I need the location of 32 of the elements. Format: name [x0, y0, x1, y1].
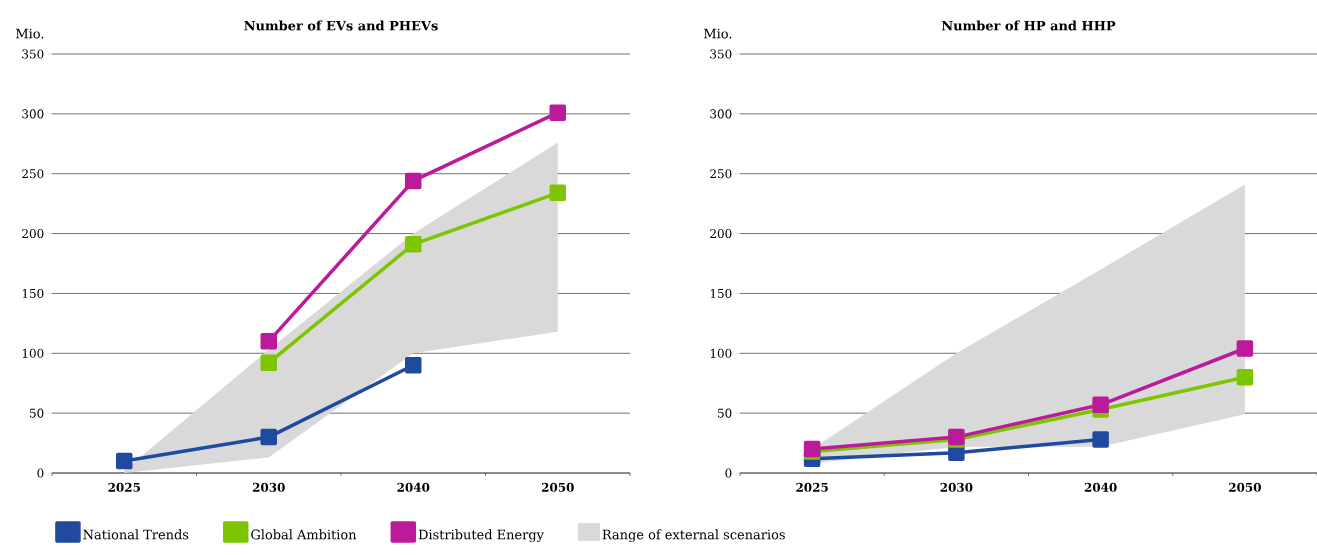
x-tick-label: 2050 — [1229, 482, 1261, 492]
chart-title: Number of HP and HHP — [941, 20, 1116, 31]
y-tick-label: 100 — [710, 348, 732, 358]
y-tick-label: 0 — [37, 468, 44, 478]
legend-label: Global Ambition — [251, 529, 357, 540]
y-tick-label: 350 — [710, 49, 732, 59]
x-tick-label: 2040 — [397, 482, 430, 492]
x-tick-label: 2030 — [252, 482, 285, 492]
legend-label: Distributed Energy — [418, 529, 544, 543]
y-tick-label: 250 — [22, 169, 44, 179]
legend-label: Range of external scenarios — [602, 529, 785, 543]
y-tick-label: 150 — [22, 288, 44, 298]
y-tick-label: 50 — [718, 408, 732, 418]
x-tick-label: 2040 — [1084, 482, 1117, 492]
y-tick-label: 0 — [725, 468, 732, 478]
y-tick-label: 300 — [710, 109, 732, 119]
y-tick-label: 250 — [710, 169, 732, 179]
x-tick-label: 2030 — [940, 482, 973, 492]
y-tick-label: 350 — [22, 49, 44, 59]
legend-label: National Trends — [83, 529, 189, 540]
y-tick-label: 100 — [22, 348, 44, 358]
y-tick-label: 300 — [22, 109, 44, 119]
y-tick-label: 200 — [22, 229, 44, 239]
x-tick-label: 2025 — [796, 482, 828, 492]
x-tick-label: 2025 — [108, 482, 140, 492]
y-axis-title: Mio. — [16, 28, 44, 39]
y-axis-title: Mio. — [704, 28, 732, 39]
chart-title: Number of EVs and PHEVs — [244, 20, 438, 31]
y-tick-label: 200 — [710, 229, 732, 239]
y-tick-label: 150 — [710, 288, 732, 298]
x-tick-label: 2050 — [541, 482, 574, 492]
y-tick-label: 50 — [30, 408, 44, 418]
